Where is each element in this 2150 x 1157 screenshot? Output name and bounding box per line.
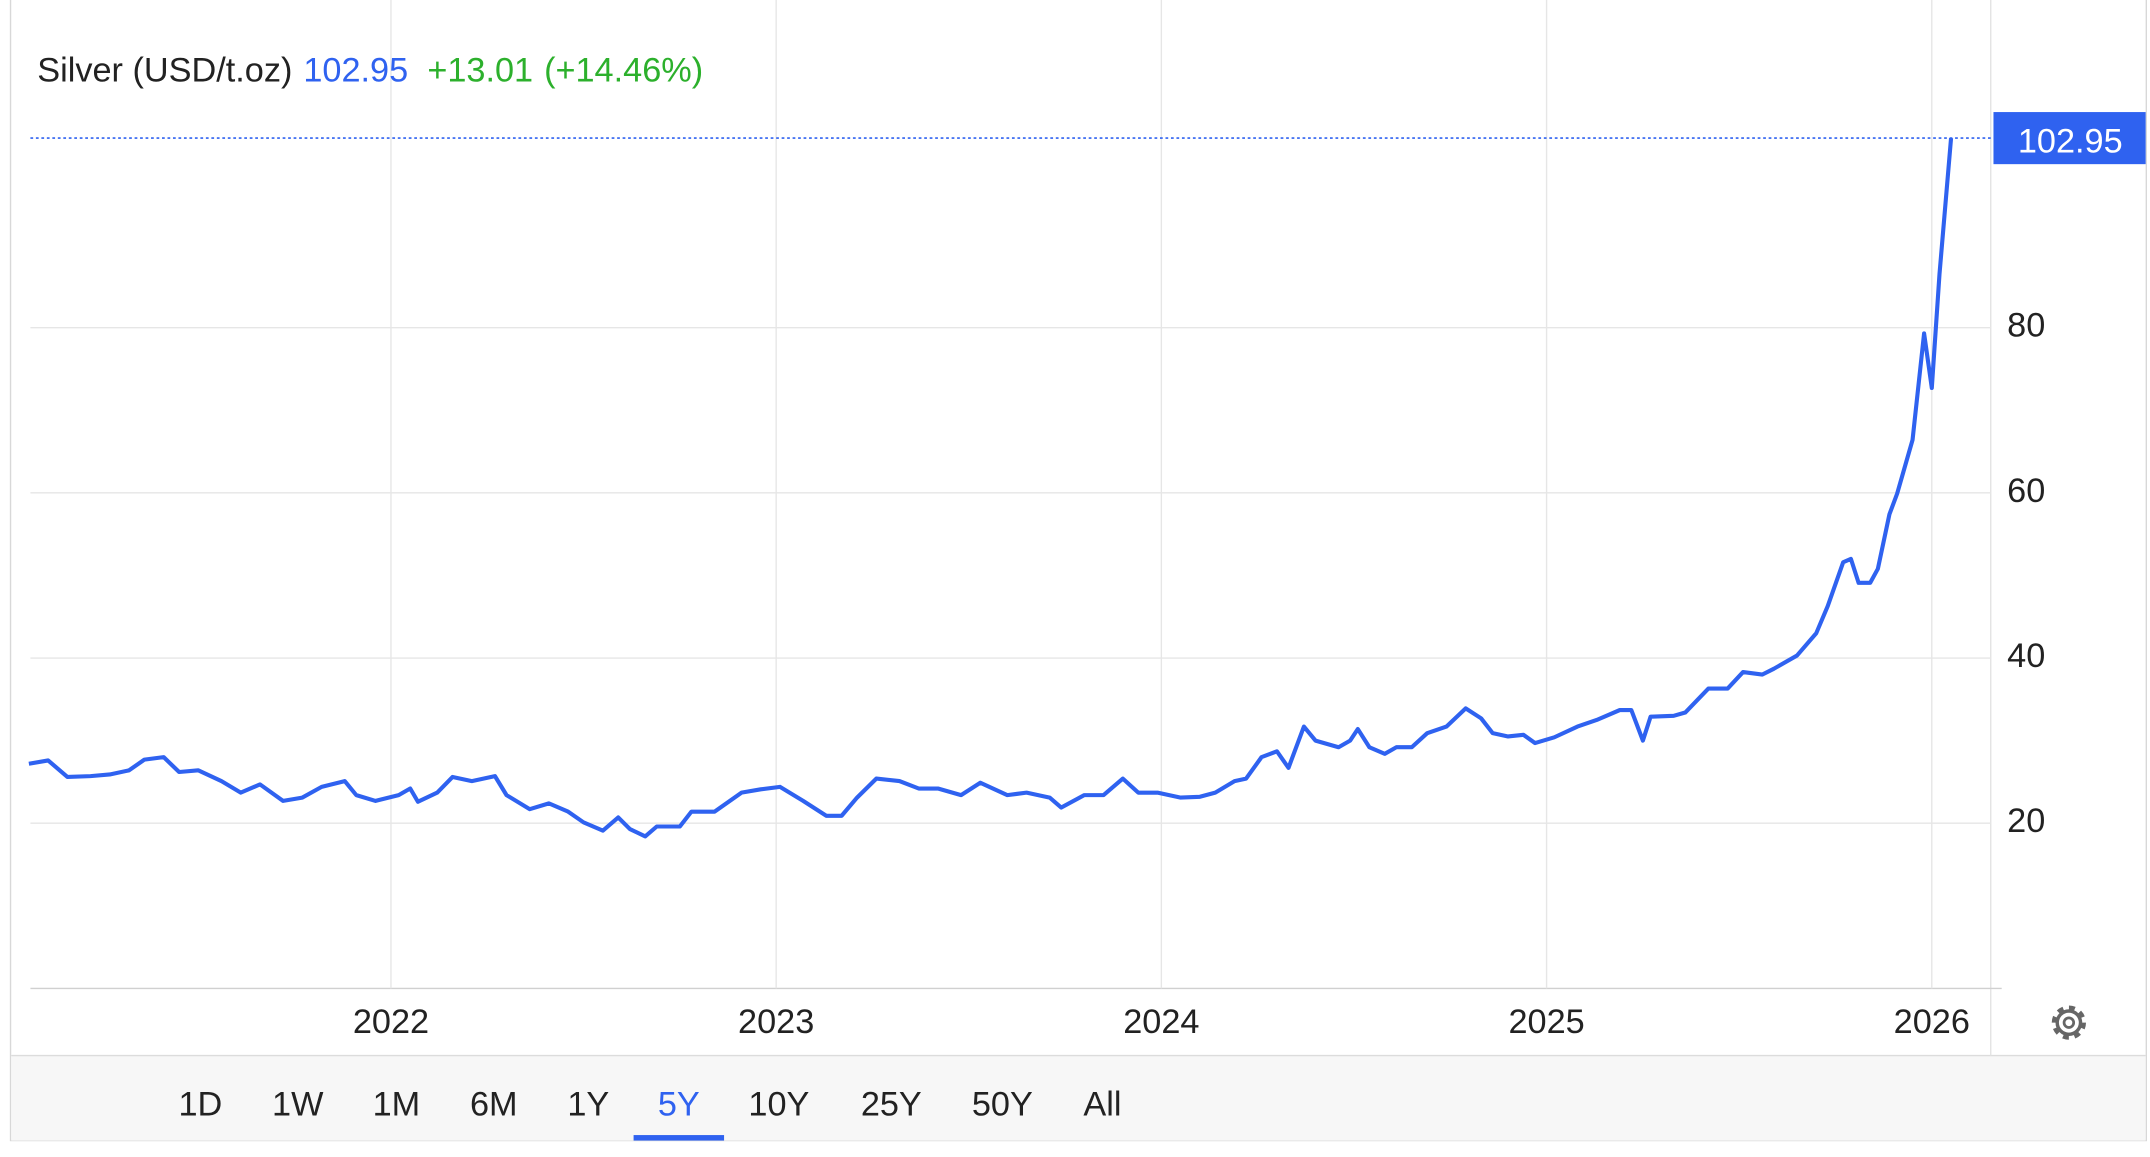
x-tick-label: 2025 — [1508, 1003, 1584, 1041]
range-button[interactable]: 1W — [272, 1085, 324, 1123]
change-percent: (+14.46%) — [544, 52, 703, 90]
range-bar — [11, 1055, 2146, 1141]
y-tick-label: 60 — [2007, 472, 2045, 510]
range-button[interactable]: 6M — [470, 1085, 518, 1123]
x-tick-label: 2022 — [353, 1003, 429, 1041]
range-button[interactable]: All — [1083, 1085, 1121, 1123]
last-price-badge — [1993, 112, 2146, 165]
grid: 20 40 60 80 2022 2023 2024 2025 2026 — [30, 0, 2045, 1041]
y-tick-label: 80 — [2007, 307, 2045, 345]
range-button[interactable]: 50Y — [972, 1085, 1033, 1123]
range-button[interactable]: 10Y — [748, 1085, 809, 1123]
change: +13.01 — [427, 52, 533, 90]
gear-hole — [2062, 1016, 2076, 1029]
x-tick-label: 2023 — [738, 1003, 814, 1041]
range-selected-underline — [633, 1135, 725, 1141]
last-price: 102.95 — [303, 52, 408, 90]
range-button[interactable]: 25Y — [861, 1085, 922, 1123]
gear-body — [2055, 1009, 2083, 1037]
settings-icon[interactable] — [2051, 1005, 2087, 1040]
y-tick-label: 40 — [2007, 637, 2045, 675]
last-price-label: 102.95 — [2018, 123, 2123, 161]
range-button[interactable]: 1D — [178, 1085, 222, 1123]
range-button[interactable]: 1M — [373, 1085, 421, 1123]
y-tick-label: 20 — [2007, 802, 2045, 840]
range-button[interactable]: 1Y — [567, 1085, 609, 1123]
range-buttons: 1D 1W 1M 6M 1Y 5Y 10Y 25Y 50Y All — [178, 1085, 1121, 1141]
instrument-title: Silver (USD/t.oz) — [37, 52, 292, 90]
x-tick-label: 2026 — [1894, 1003, 1970, 1041]
frame — [9, 0, 2148, 1142]
plot: 102.95 — [28, 112, 2146, 839]
legend-header: Silver (USD/t.oz) 102.95 +13.01 (+14.46%) — [37, 52, 703, 90]
price-line — [28, 137, 1954, 839]
gear-teeth — [2051, 1005, 2087, 1040]
x-tick-label: 2024 — [1123, 1003, 1199, 1041]
range-button[interactable]: 5Y — [658, 1085, 700, 1123]
